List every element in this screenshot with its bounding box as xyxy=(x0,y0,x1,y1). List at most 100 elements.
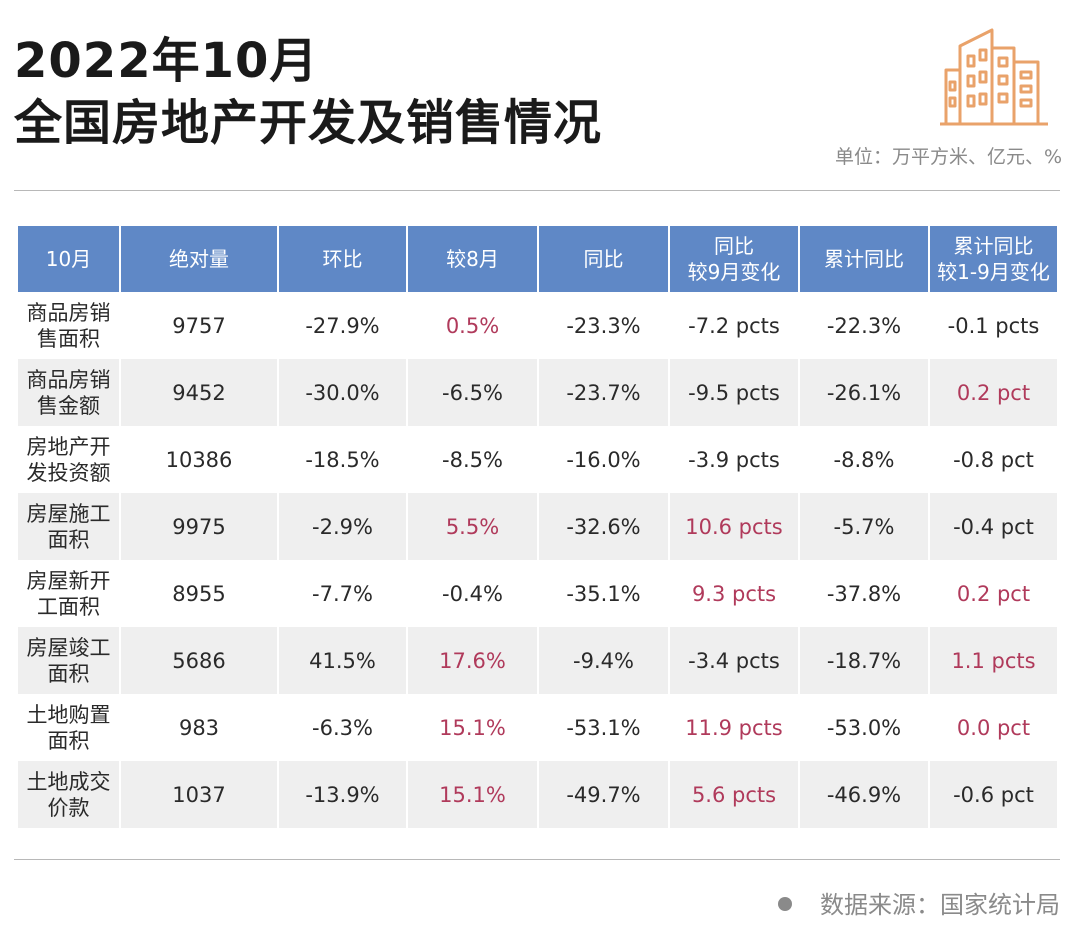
table-row: 房屋竣工 面积 5686 41.5% 17.6% -9.4% -3.4 pcts -18.7%… xyxy=(18,627,1057,694)
cell-text: 10386 xyxy=(165,447,233,472)
cell-text: 983 xyxy=(178,715,220,740)
cell-text: -2.9% xyxy=(312,514,373,539)
page-title: 2022年10月 全国房地产开发及销售情况 xyxy=(14,30,602,154)
table-cell: -3.4 pcts xyxy=(670,627,798,694)
table-cell: -16.0% xyxy=(539,426,668,493)
cell-text: 商品房销 xyxy=(26,300,111,325)
table-cell: 0.0 pct xyxy=(930,694,1057,761)
table-cell: -7.2 pcts xyxy=(670,292,798,359)
cell-text: 9757 xyxy=(172,313,226,338)
cell-text: -5.7% xyxy=(833,514,895,539)
table-cell: -53.0% xyxy=(800,694,928,761)
cell-text: -27.9% xyxy=(305,313,380,338)
unit-note: 单位：万平方米、亿元、% xyxy=(834,146,1062,168)
title-line-2: 全国房地产开发及销售情况 xyxy=(14,95,603,151)
cell-text: 发投资额 xyxy=(26,460,111,485)
table-cell: 11.9 pcts xyxy=(670,694,798,761)
column-header-line: 累计同比 xyxy=(953,234,1034,258)
cell-text: -0.8 pct xyxy=(953,447,1034,472)
table-cell: -37.8% xyxy=(800,560,928,627)
table-cell: -6.3% xyxy=(279,694,406,761)
cell-text: 房屋新开 xyxy=(26,568,111,593)
table-cell: -26.1% xyxy=(800,359,928,426)
cell-text: -49.7% xyxy=(566,782,641,807)
table-cell: 1.1 pcts xyxy=(930,627,1057,694)
table-row: 房地产开 发投资额 10386 -18.5% -8.5% -16.0% -3.9 pcts -… xyxy=(18,426,1057,493)
table-cell: 15.1% xyxy=(408,761,537,828)
table-cell: 10.6 pcts xyxy=(670,493,798,560)
cell-text: 9.3 pcts xyxy=(691,581,777,606)
cell-text: 售金额 xyxy=(37,393,100,418)
cell-text: -18.7% xyxy=(826,648,902,673)
table-cell: 5.5% xyxy=(408,493,537,560)
table-cell: 0.5% xyxy=(408,292,537,359)
building-icon xyxy=(940,28,1048,126)
table-cell: -3.9 pcts xyxy=(670,426,798,493)
cell-text: 0.2 pct xyxy=(956,581,1031,606)
divider-top xyxy=(14,190,1060,191)
cell-text: -7.2 pcts xyxy=(688,313,780,338)
column-header-line: 10月 xyxy=(45,247,92,271)
table-cell: 5.6 pcts xyxy=(670,761,798,828)
table-cell: -0.1 pcts xyxy=(930,292,1057,359)
cell-text: 9975 xyxy=(172,514,226,539)
table-cell: 10386 xyxy=(121,426,277,493)
cell-text: -46.9% xyxy=(826,782,902,807)
data-table: 10月 绝对量 环比 较8月 同比 同比 较9月变化 累计同比 累计同比 较1-9月变化 商品房销… xyxy=(16,226,1059,828)
cell-text: 10.6 pcts xyxy=(685,514,783,539)
table-row: 土地成交 价款 1037 -13.9% 15.1% -49.7% 5.6 pcts -46.9… xyxy=(18,761,1057,828)
cell-text: -26.1% xyxy=(826,380,902,405)
column-header: 环比 xyxy=(279,226,406,292)
source-text: 数据来源：国家统计局 xyxy=(820,891,1060,919)
column-header: 10月 xyxy=(18,226,119,292)
column-header: 同比 较9月变化 xyxy=(670,226,798,292)
title-line-1: 2022年10月 xyxy=(14,33,319,89)
column-header-line: 较8月 xyxy=(446,247,499,271)
cell-text: -6.5% xyxy=(442,380,503,405)
table-cell: 0.2 pct xyxy=(930,359,1057,426)
cell-text: 土地成交 xyxy=(26,769,111,794)
cell-text: -22.3% xyxy=(826,313,902,338)
table-cell: 1037 xyxy=(121,761,277,828)
cell-text: 房地产开 xyxy=(26,434,111,459)
table-cell: 41.5% xyxy=(279,627,406,694)
cell-text: -9.4% xyxy=(573,648,634,673)
table-cell: -46.9% xyxy=(800,761,928,828)
table-cell: -0.8 pct xyxy=(930,426,1057,493)
column-header-line: 同比 xyxy=(583,247,624,271)
cell-text: 5.5% xyxy=(445,514,500,539)
column-header: 累计同比 较1-9月变化 xyxy=(930,226,1057,292)
cell-text: 15.1% xyxy=(439,715,506,740)
cell-text: 11.9 pcts xyxy=(685,715,783,740)
cell-text: -53.0% xyxy=(826,715,902,740)
cell-text: -13.9% xyxy=(305,782,380,807)
cell-text: 8955 xyxy=(172,581,226,606)
cell-text: 0.2 pct xyxy=(956,380,1031,405)
divider-bottom xyxy=(14,859,1060,860)
table-cell: -0.6 pct xyxy=(930,761,1057,828)
table-cell: 983 xyxy=(121,694,277,761)
cell-text: -35.1% xyxy=(566,581,641,606)
cell-text: 9452 xyxy=(172,380,226,405)
table-row: 商品房销 售金额 9452 -30.0% -6.5% -23.7% -9.5 pcts -26… xyxy=(18,359,1057,426)
row-label: 房屋新开 工面积 xyxy=(18,560,119,627)
cell-text: 1037 xyxy=(172,782,226,807)
column-header-line: 较9月变化 xyxy=(687,260,781,284)
cell-text: -0.4% xyxy=(442,581,503,606)
cell-text: 5.6 pcts xyxy=(691,782,777,807)
table-row: 房屋施工 面积 9975 -2.9% 5.5% -32.6% 10.6 pcts -5.7% -… xyxy=(18,493,1057,560)
cell-text: 5686 xyxy=(172,648,226,673)
table-cell: -53.1% xyxy=(539,694,668,761)
table-cell: 9975 xyxy=(121,493,277,560)
cell-text: -30.0% xyxy=(305,380,380,405)
table-cell: 9452 xyxy=(121,359,277,426)
table-row: 商品房销 售面积 9757 -27.9% 0.5% -23.3% -7.2 pcts -22.… xyxy=(18,292,1057,359)
column-header: 同比 xyxy=(539,226,668,292)
row-label: 房地产开 发投资额 xyxy=(18,426,119,493)
table-cell: -8.5% xyxy=(408,426,537,493)
column-header-line: 累计同比 xyxy=(824,247,904,271)
cell-text: -53.1% xyxy=(566,715,641,740)
table-cell: -0.4 pct xyxy=(930,493,1057,560)
row-label: 商品房销 售金额 xyxy=(18,359,119,426)
cell-text: -8.8% xyxy=(833,447,895,472)
